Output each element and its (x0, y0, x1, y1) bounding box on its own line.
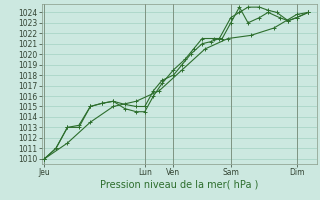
X-axis label: Pression niveau de la mer( hPa ): Pression niveau de la mer( hPa ) (100, 180, 258, 190)
